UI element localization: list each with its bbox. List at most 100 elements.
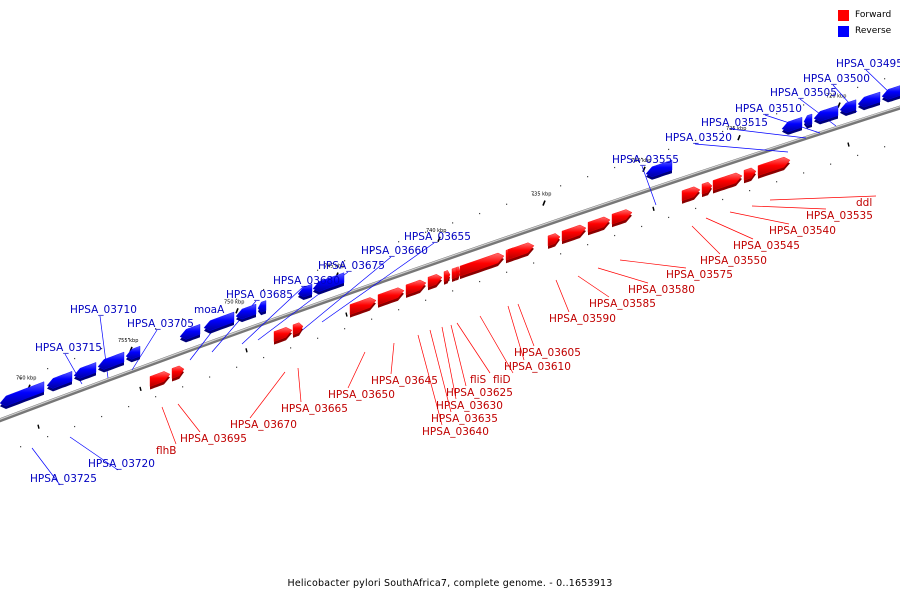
scale-tick-label: 740 kbp — [426, 228, 446, 234]
guide-dot — [641, 157, 643, 160]
gene-arrow-hpsa_03540[interactable] — [712, 172, 743, 191]
gene-label-hpsa_03705[interactable]: HPSA_03705 — [127, 318, 194, 330]
gene-label-hpsa_03650[interactable]: HPSA_03650 — [328, 389, 395, 401]
gene-label-hpsa_03575[interactable]: HPSA_03575 — [666, 269, 733, 281]
guide-dot — [20, 378, 22, 380]
guide-dot — [290, 347, 292, 349]
gene-arrow-hpsa_03705[interactable] — [125, 345, 141, 360]
gene-label-hpsa_03665[interactable]: HPSA_03665 — [281, 403, 348, 415]
guide-dot — [479, 280, 481, 283]
gene-label-hpsa_03535[interactable]: HPSA_03535 — [806, 210, 873, 222]
gene-label-hpsa_03675[interactable]: HPSA_03675 — [318, 260, 385, 272]
gene-arrow-hpsa_03535[interactable] — [743, 167, 757, 181]
genome-backbone — [0, 105, 900, 423]
gene-arrow-hpsa_03685[interactable] — [203, 311, 235, 331]
gene-label-hpsa_03680[interactable]: HPSA_03680 — [273, 275, 340, 287]
gene-arrow-hpsa_03640[interactable] — [405, 279, 427, 296]
gene-label-hpsa_03630[interactable]: HPSA_03630 — [436, 400, 503, 412]
gene-arrow-hpsa_03715[interactable] — [73, 362, 97, 379]
guide-dot — [884, 146, 886, 148]
gene-label-hpsa_03720[interactable]: HPSA_03720 — [88, 458, 155, 470]
gene-label-hpsa_03695[interactable]: HPSA_03695 — [180, 433, 247, 445]
gene-label-hpsa_03655[interactable]: HPSA_03655 — [404, 231, 471, 243]
gene-arrow-ddl[interactable] — [757, 156, 791, 176]
gene-arrow-hpsa_03645[interactable] — [377, 287, 405, 305]
gene-label-flid[interactable]: fliD — [493, 374, 511, 386]
gene-label-hpsa_03555[interactable]: HPSA_03555 — [612, 154, 679, 166]
gene-arrow-hpsa_03605[interactable] — [507, 242, 535, 260]
gene-label-hpsa_03540[interactable]: HPSA_03540 — [769, 225, 836, 237]
gene-arrow-hpsa_03510[interactable] — [813, 105, 839, 122]
gene-label-hpsa_03520[interactable]: HPSA_03520 — [665, 132, 732, 144]
gene-label-hpsa_03510[interactable]: HPSA_03510 — [735, 103, 802, 115]
gene-label-hpsa_03505[interactable]: HPSA_03505 — [770, 87, 837, 99]
leader-line — [691, 225, 721, 255]
gene-label-hpsa_03495[interactable]: HPSA_03495 — [836, 58, 900, 70]
gene-arrow-hpsa_03585[interactable] — [561, 224, 587, 242]
gene-arrow-hpsa_03545[interactable] — [701, 181, 713, 195]
guide-dot — [371, 250, 373, 252]
gene-arrow-hpsa_03675[interactable] — [257, 300, 267, 313]
legend-swatch-reverse — [838, 25, 849, 37]
gene-label-hpsa_03715[interactable]: HPSA_03715 — [35, 342, 102, 354]
gene-arrow-hpsa_03655[interactable] — [312, 272, 345, 292]
gene-arrow-hpsa_03680[interactable] — [235, 303, 257, 320]
gene-arrow-hpsa_03635[interactable] — [427, 274, 443, 288]
gene-arrow-hpsa_03515[interactable] — [803, 113, 813, 126]
gene-arrow-hpsa_03630[interactable] — [443, 270, 451, 282]
legend-label-forward: Forward — [855, 10, 892, 20]
gene-label-hpsa_03550[interactable]: HPSA_03550 — [700, 255, 767, 267]
gene-arrow-flhb[interactable] — [149, 371, 171, 387]
gene-label-hpsa_03685[interactable]: HPSA_03685 — [226, 289, 293, 301]
gene-arrow-hpsa_03550[interactable] — [681, 186, 701, 202]
gene-arrow-hpsa_03670[interactable] — [273, 327, 293, 342]
guide-dot — [884, 78, 886, 80]
gene-label-hpsa_03625[interactable]: HPSA_03625 — [446, 387, 513, 399]
leader-line — [450, 324, 467, 387]
gene-label-hpsa_03515[interactable]: HPSA_03515 — [701, 117, 768, 129]
gene-arrow-hpsa_03660[interactable] — [297, 283, 313, 298]
gene-arrow-hpsa_03500[interactable] — [857, 91, 881, 108]
gene-arrow-hpsa_03580[interactable] — [587, 216, 611, 233]
gene-label-hpsa_03610[interactable]: HPSA_03610 — [504, 361, 571, 373]
gene-arrow-flis[interactable] — [455, 266, 461, 278]
gene-label-hpsa_03585[interactable]: HPSA_03585 — [589, 298, 656, 310]
leader-line — [441, 326, 457, 400]
gene-label-hpsa_03725[interactable]: HPSA_03725 — [30, 473, 97, 485]
gene-label-flhb[interactable]: flhB — [156, 445, 176, 457]
gene-arrow-flid[interactable] — [459, 252, 505, 277]
gene-label-hpsa_03590[interactable]: HPSA_03590 — [549, 313, 616, 325]
gene-arrow-hpsa_03650[interactable] — [349, 297, 377, 315]
gene-arrow-hpsa_03725[interactable] — [0, 381, 45, 407]
gene-label-hpsa_03710[interactable]: HPSA_03710 — [70, 304, 137, 316]
gene-label-ddl[interactable]: ddl — [856, 197, 872, 209]
gene-label-hpsa_03640[interactable]: HPSA_03640 — [422, 426, 489, 438]
leader-line — [769, 195, 877, 201]
gene-arrow-hpsa_03555[interactable] — [645, 159, 673, 178]
gene-label-hpsa_03670[interactable]: HPSA_03670 — [230, 419, 297, 431]
leader-line — [297, 367, 302, 403]
gene-label-hpsa_03545[interactable]: HPSA_03545 — [733, 240, 800, 252]
gene-arrow-moaa[interactable] — [179, 324, 201, 340]
gene-arrow-hpsa_03590[interactable] — [547, 233, 561, 247]
gene-arrow-hpsa_03695[interactable] — [171, 365, 185, 379]
gene-label-hpsa_03605[interactable]: HPSA_03605 — [514, 347, 581, 359]
gene-arrow-hpsa_03720[interactable] — [46, 371, 73, 389]
gene-label-hpsa_03580[interactable]: HPSA_03580 — [628, 284, 695, 296]
genome-caption: Helicobacter pylori SouthAfrica7, comple… — [287, 578, 613, 589]
gene-label-flis[interactable]: fliS — [470, 374, 487, 386]
gene-label-hpsa_03660[interactable]: HPSA_03660 — [361, 245, 428, 257]
gene-arrow-hpsa_03505[interactable] — [839, 99, 857, 114]
leader-line — [555, 279, 570, 313]
gene-label-moaa[interactable]: moaA — [194, 304, 225, 316]
gene-arrow-hpsa_03520[interactable] — [781, 117, 803, 133]
gene-arrow-hpsa_03710[interactable] — [97, 351, 125, 370]
gene-label-hpsa_03500[interactable]: HPSA_03500 — [803, 73, 870, 85]
gene-label-hpsa_03635[interactable]: HPSA_03635 — [431, 413, 498, 425]
gene-arrow-hpsa_03495[interactable] — [881, 85, 900, 100]
guide-dot — [533, 262, 535, 264]
gene-arrow-hpsa_03665[interactable] — [292, 322, 304, 336]
gene-arrow-hpsa_03575[interactable] — [611, 209, 633, 225]
guide-dot — [749, 190, 751, 192]
gene-label-hpsa_03645[interactable]: HPSA_03645 — [371, 375, 438, 387]
